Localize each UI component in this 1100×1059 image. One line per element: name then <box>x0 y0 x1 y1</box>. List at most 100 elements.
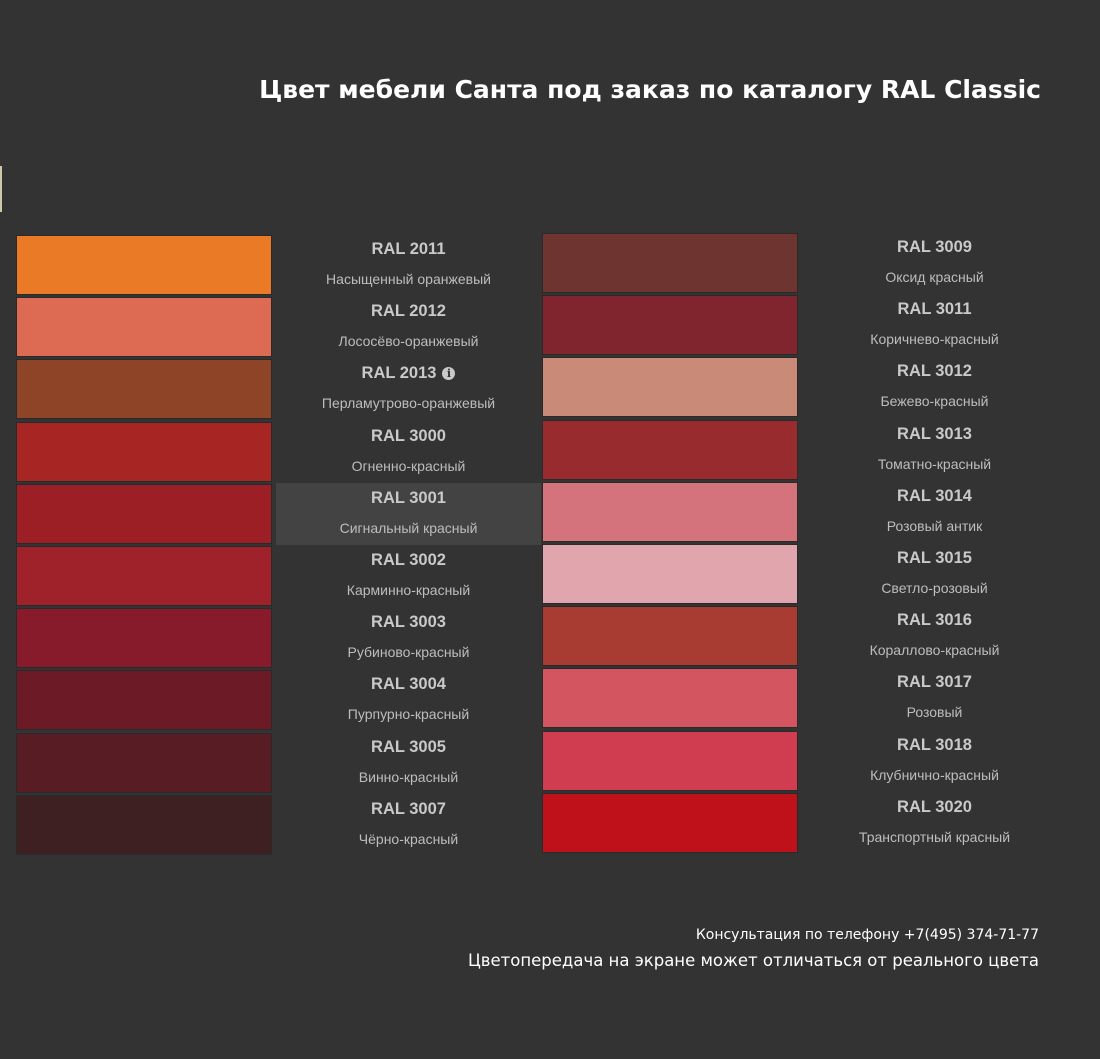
color-label: RAL 3015 Светло-розовый <box>802 543 1067 605</box>
color-label: RAL 3001 Сигнальный красный <box>276 482 541 545</box>
color-swatch[interactable] <box>542 792 798 853</box>
color-code-text: RAL 3002 <box>371 550 446 569</box>
color-code-text: RAL 2011 <box>371 240 446 258</box>
color-label: RAL 3000 Огненно-красный <box>276 421 541 483</box>
color-name: Лососёво-оранжевый <box>338 333 479 350</box>
color-swatch[interactable] <box>542 606 798 667</box>
color-swatch[interactable] <box>542 419 798 480</box>
info-icon[interactable]: i <box>442 366 456 380</box>
color-name: Клубнично-красный <box>870 766 999 783</box>
color-code-text: RAL 3001 <box>371 488 446 507</box>
color-swatch[interactable] <box>542 295 798 356</box>
color-row[interactable]: RAL 3002 Карминно-красный <box>16 545 541 607</box>
color-row[interactable]: RAL 3001 Сигнальный красный <box>16 482 541 545</box>
color-code: RAL 2013 i <box>362 363 456 383</box>
color-label: RAL 3009 Оксид красный <box>802 232 1067 294</box>
color-name: Бежево-красный <box>880 393 989 410</box>
color-row[interactable]: RAL 3011 Коричнево-красный <box>542 294 1067 356</box>
color-swatch[interactable] <box>16 421 272 482</box>
color-row[interactable]: RAL 3014 Розовый антик <box>542 481 1067 543</box>
color-row[interactable]: RAL 3003 Рубиново-красный <box>16 607 541 669</box>
color-code: RAL 3015 <box>897 548 972 568</box>
color-code-text: RAL 3003 <box>371 613 446 632</box>
color-row[interactable]: RAL 3016 Кораллово-красный <box>542 605 1067 667</box>
color-code-text: RAL 3000 <box>371 426 446 445</box>
color-code-text: RAL 3007 <box>371 799 446 818</box>
color-label: RAL 3004 Пурпурно-красный <box>276 669 541 731</box>
color-name: Перламутрово-оранжевый <box>321 395 496 412</box>
color-code-text: RAL 2012 <box>371 302 446 321</box>
color-row[interactable]: RAL 3012 Бежево-красный <box>542 356 1067 418</box>
color-swatch[interactable] <box>16 297 272 358</box>
color-code-text: RAL 3012 <box>897 362 972 381</box>
color-name: Сигнальный красный <box>339 519 478 536</box>
color-label: RAL 2011 Насыщенный оранжевый <box>276 234 541 296</box>
color-row[interactable]: RAL 3013 Томатно-красный <box>542 419 1067 481</box>
color-row[interactable]: RAL 2011 Насыщенный оранжевый <box>16 234 541 296</box>
color-label: RAL 3012 Бежево-красный <box>802 356 1067 418</box>
color-swatch[interactable] <box>16 235 272 295</box>
color-code: RAL 3017 <box>897 672 972 692</box>
color-name: Чёрно-красный <box>358 830 459 847</box>
color-swatch[interactable] <box>16 670 272 731</box>
color-code: RAL 3002 <box>371 550 446 570</box>
color-name: Розовый <box>906 704 963 721</box>
color-swatch[interactable] <box>542 543 798 604</box>
color-swatch[interactable] <box>16 794 272 855</box>
color-label: RAL 2013 i Перламутрово-оранжевый <box>276 358 541 420</box>
color-swatch[interactable] <box>542 481 798 542</box>
color-swatch[interactable] <box>16 608 272 669</box>
color-swatch[interactable] <box>16 545 272 606</box>
footer-disclaimer: Цветопередача на экране может отличаться… <box>467 951 1039 970</box>
color-row[interactable]: RAL 3007 Чёрно-красный <box>16 794 541 856</box>
color-code: RAL 2012 <box>371 301 446 321</box>
color-label: RAL 3005 Винно-красный <box>276 732 541 794</box>
color-code-text: RAL 2013 <box>361 364 437 383</box>
color-name: Пурпурно-красный <box>347 706 470 723</box>
color-row[interactable]: RAL 3018 Клубнично-красный <box>542 730 1067 792</box>
color-row[interactable]: RAL 3017 Розовый <box>542 667 1067 729</box>
color-label: RAL 3020 Транспортный красный <box>802 792 1067 854</box>
color-name: Огненно-красный <box>351 457 466 474</box>
page-title: Цвет мебели Санта под заказ по каталогу … <box>259 75 1041 104</box>
color-row[interactable]: RAL 3005 Винно-красный <box>16 732 541 794</box>
color-row[interactable]: RAL 2013 i Перламутрово-оранжевый <box>16 358 541 420</box>
color-code: RAL 3011 <box>898 299 972 319</box>
color-label: RAL 3016 Кораллово-красный <box>802 605 1067 667</box>
color-code: RAL 3018 <box>897 735 972 755</box>
color-swatch[interactable] <box>542 233 798 293</box>
color-label: RAL 3003 Рубиново-красный <box>276 607 541 669</box>
color-label: RAL 3011 Коричнево-красный <box>802 294 1067 356</box>
color-code: RAL 3003 <box>371 612 446 632</box>
color-code-text: RAL 3018 <box>897 735 972 754</box>
color-row[interactable]: RAL 3004 Пурпурно-красный <box>16 669 541 731</box>
color-row[interactable]: RAL 2012 Лососёво-оранжевый <box>16 296 541 358</box>
color-code: RAL 3007 <box>371 799 446 819</box>
color-label: RAL 3014 Розовый антик <box>802 481 1067 543</box>
color-row[interactable]: RAL 3020 Транспортный красный <box>542 792 1067 854</box>
color-code: RAL 3001 <box>371 488 446 508</box>
color-name: Транспортный красный <box>858 828 1011 845</box>
color-label: RAL 3002 Карминно-красный <box>276 545 541 607</box>
color-swatch[interactable] <box>16 483 272 544</box>
color-row[interactable]: RAL 3009 Оксид красный <box>542 232 1067 294</box>
color-swatch[interactable] <box>542 730 798 791</box>
color-swatch[interactable] <box>542 668 798 729</box>
color-code-text: RAL 3016 <box>897 611 972 630</box>
color-name: Томатно-красный <box>877 455 992 472</box>
color-label: RAL 3013 Томатно-красный <box>802 419 1067 481</box>
color-swatch[interactable] <box>542 357 798 418</box>
color-swatch[interactable] <box>16 359 272 420</box>
color-swatch[interactable] <box>16 732 272 793</box>
color-name: Светло-розовый <box>881 579 988 596</box>
color-code-text: RAL 3011 <box>897 300 972 319</box>
color-row[interactable]: RAL 3000 Огненно-красный <box>16 421 541 483</box>
color-name: Карминно-красный <box>346 581 471 598</box>
color-code: RAL 3009 <box>897 237 972 257</box>
color-code-text: RAL 3013 <box>897 424 972 443</box>
color-code: RAL 3005 <box>371 737 446 757</box>
color-row[interactable]: RAL 3015 Светло-розовый <box>542 543 1067 605</box>
color-code: RAL 3016 <box>897 610 972 630</box>
color-name: Кораллово-красный <box>869 642 1000 659</box>
color-label: RAL 3018 Клубнично-красный <box>802 730 1067 792</box>
